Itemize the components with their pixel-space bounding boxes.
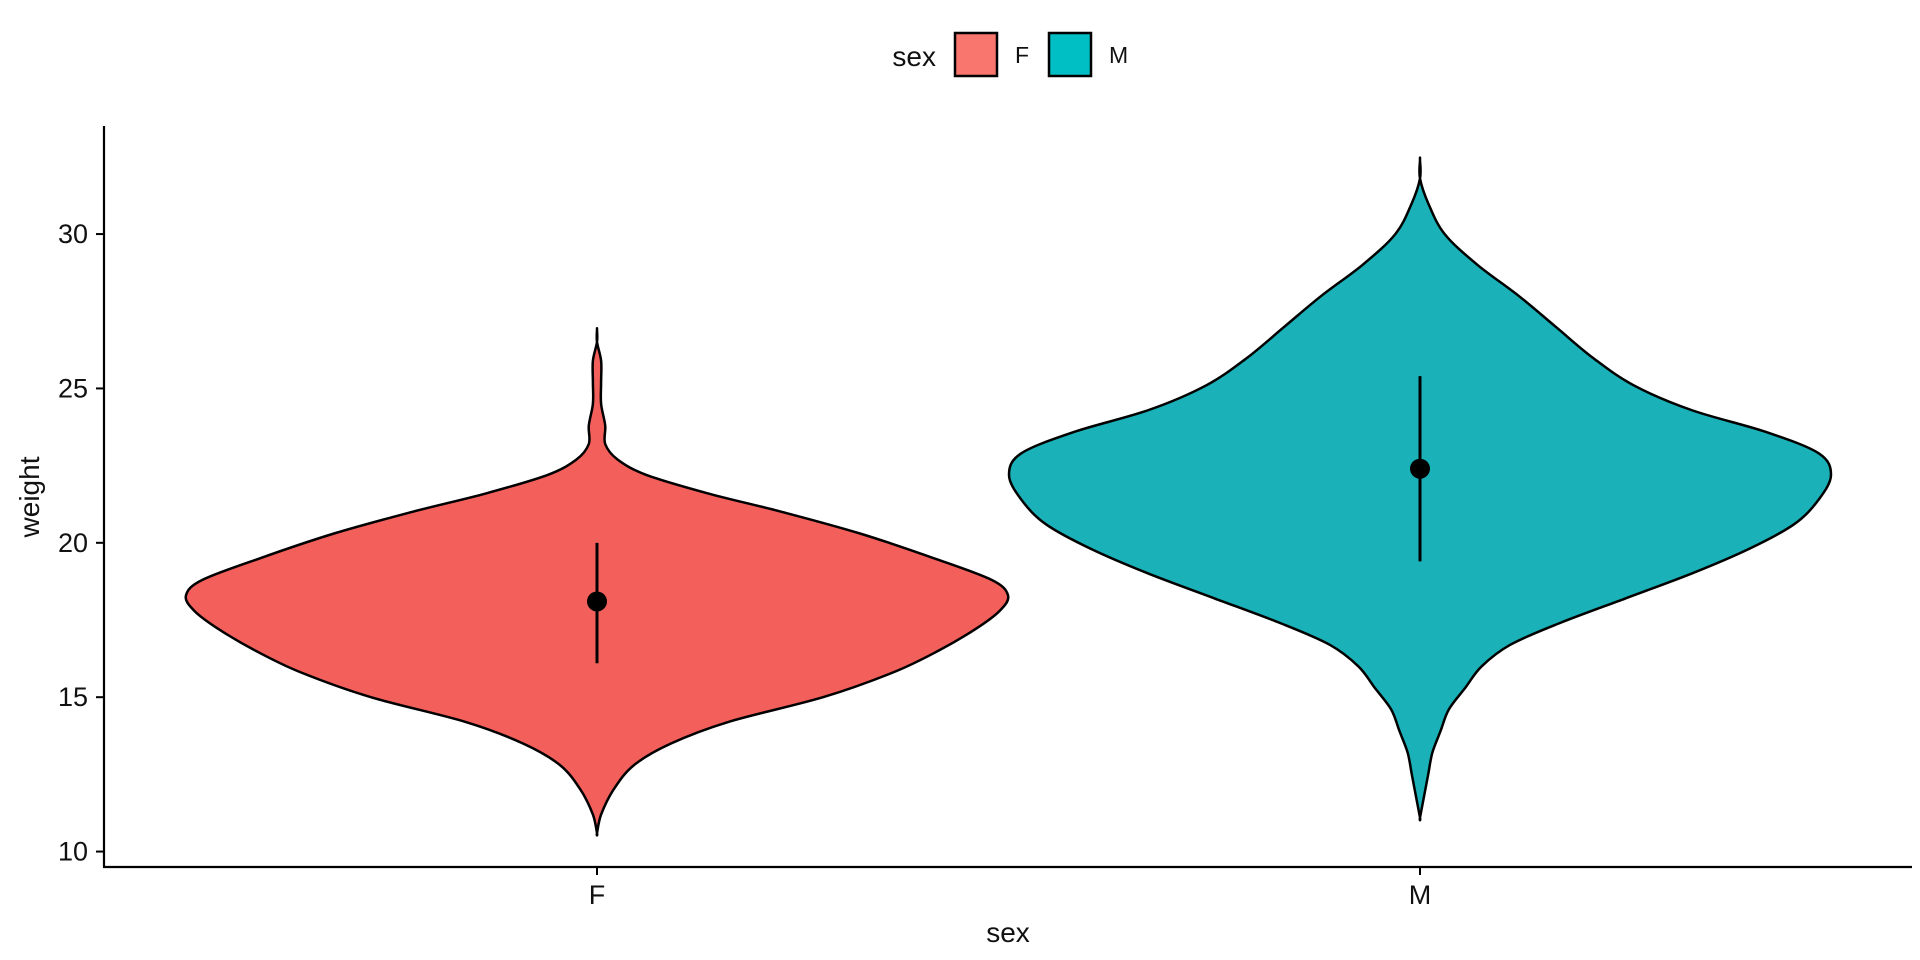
mean-point-M: [1410, 458, 1430, 479]
legend: sex F M: [892, 31, 1128, 78]
x-axis-title: sex: [986, 917, 1030, 948]
y-tick-label: 25: [58, 373, 88, 403]
legend-label-M: M: [1109, 42, 1128, 68]
y-tick-label: 15: [58, 682, 88, 712]
y-tick-label: 20: [58, 528, 88, 558]
legend-label-F: F: [1015, 42, 1029, 68]
legend-swatch-F: [953, 31, 999, 78]
y-ticks: 10 15 20 25 30: [58, 219, 104, 867]
y-tick-label: 30: [58, 219, 88, 249]
violins: [184, 156, 1833, 837]
legend-title: sex: [892, 41, 936, 72]
x-tick-label: M: [1409, 880, 1432, 910]
legend-swatch-M: [1047, 31, 1093, 78]
y-axis-title: weight: [14, 456, 45, 538]
y-tick-label: 10: [58, 837, 88, 867]
x-tick-label: F: [589, 880, 606, 910]
mean-point-F: [587, 591, 607, 612]
